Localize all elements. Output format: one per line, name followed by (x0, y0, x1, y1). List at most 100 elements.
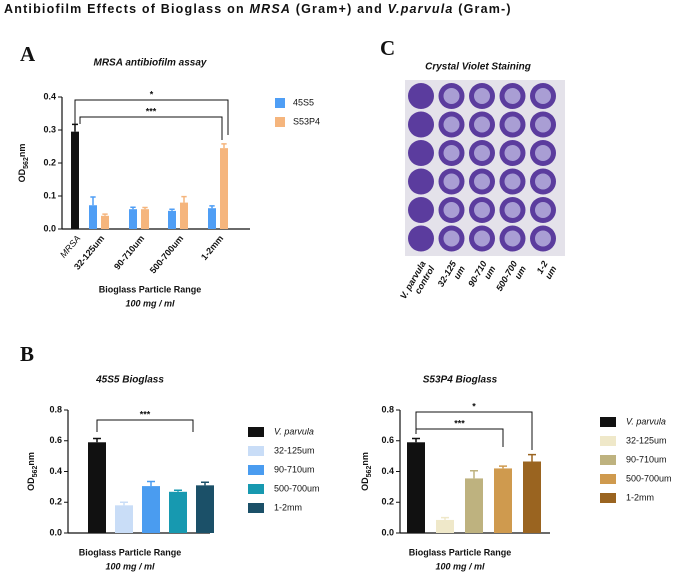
well-center (535, 88, 551, 104)
well-center (474, 173, 490, 190)
title-part: V.parvula (388, 2, 454, 16)
y-tick-label: 0.8 (381, 404, 394, 414)
x-axis-note: 100 mg / ml (125, 298, 175, 308)
error-bar (130, 206, 136, 210)
title-part: MRSA (249, 2, 291, 16)
error-bar (181, 195, 187, 203)
well-center (443, 230, 460, 247)
bar (494, 468, 512, 533)
significance-bracket (74, 99, 229, 135)
well-center (474, 145, 490, 161)
error-bar (499, 465, 507, 469)
legend-label: 1-2mm (626, 492, 654, 502)
significance-bracket (96, 419, 194, 432)
well-center (504, 145, 521, 161)
well-center (474, 202, 490, 218)
x-axis-note: 100 mg / ml (435, 561, 485, 571)
x-tick-label: 90-710um (112, 233, 146, 271)
well-center (443, 145, 460, 161)
x-tick-label: 1-2mm (199, 233, 225, 262)
well-center (504, 202, 521, 218)
error-bar (470, 469, 478, 479)
legend-label: 1-2mm (274, 502, 302, 512)
error-bar (147, 480, 155, 487)
legend-swatch (600, 417, 616, 427)
error-bar (174, 489, 182, 492)
legend-label: 32-125um (626, 435, 667, 445)
panel-label: B (20, 342, 34, 366)
well-plate (408, 83, 556, 252)
x-tick-label: 500-700um (148, 233, 186, 275)
well (408, 140, 434, 166)
chart-title: 45S5 Bioglass (95, 375, 164, 386)
well-center (443, 173, 460, 190)
error-bar (90, 196, 96, 206)
legend-label: S53P4 (293, 116, 320, 126)
column-label: 500-700um (494, 259, 528, 293)
well-center (535, 116, 551, 133)
significance-label: *** (146, 106, 157, 116)
column-label: 1-2um (535, 259, 559, 281)
well (408, 168, 434, 195)
legend-swatch (248, 484, 264, 494)
y-tick-label: 0.0 (43, 223, 56, 233)
significance-label: *** (140, 409, 151, 419)
error-bar (201, 481, 209, 486)
panel-label: A (20, 42, 36, 66)
title-part: (Gram+) and (291, 2, 388, 16)
well-center (474, 116, 490, 133)
x-axis-note: 100 mg / ml (105, 561, 155, 571)
well (408, 83, 434, 109)
legend-swatch (248, 503, 264, 513)
legend-swatch (600, 493, 616, 503)
legend-label: V. parvula (274, 426, 314, 436)
legend-swatch (600, 436, 616, 446)
legend-label: 500-700um (274, 483, 320, 493)
x-axis-label: Bioglass Particle Range (409, 547, 512, 557)
bar (407, 442, 425, 533)
legend-swatch (248, 446, 264, 456)
error-bar (209, 205, 215, 209)
bar (101, 215, 109, 229)
y-label-unit: nm (360, 452, 370, 466)
well-center (474, 230, 490, 247)
bar (89, 205, 97, 229)
error-bar (169, 208, 175, 211)
bar (168, 210, 176, 229)
y-tick-label: 0.4 (49, 466, 62, 476)
legend-label: 90-710um (274, 464, 315, 474)
legend-swatch (600, 455, 616, 465)
y-axis-label: OD562nm (360, 452, 372, 491)
well-center (504, 173, 521, 190)
bar (169, 491, 187, 533)
well-center (504, 116, 521, 133)
y-tick-label: 0.6 (381, 435, 394, 445)
significance-label: *** (454, 418, 465, 428)
bar (88, 442, 106, 533)
significance-bracket (415, 428, 504, 447)
legend-label: 90-710um (626, 454, 667, 464)
y-axis-label: OD562nm (26, 452, 38, 491)
legend-swatch (275, 117, 285, 127)
bar (465, 478, 483, 533)
legend-label: V. parvula (626, 416, 666, 426)
legend-label: 45S5 (293, 97, 314, 107)
error-bar (221, 143, 227, 149)
y-label-main: OD (17, 168, 27, 182)
bar (129, 209, 137, 229)
significance-label: * (472, 401, 476, 411)
well (408, 111, 434, 138)
bar (208, 208, 216, 229)
bar (115, 505, 133, 533)
bar (436, 519, 454, 533)
legend-label: 32-125um (274, 445, 315, 455)
y-tick-label: 0.2 (49, 497, 62, 507)
y-tick-label: 0.1 (43, 190, 56, 200)
y-tick-label: 0.4 (381, 466, 394, 476)
y-tick-label: 0.3 (43, 124, 56, 134)
significance-label: * (150, 89, 154, 99)
y-tick-label: 0.4 (43, 91, 56, 101)
bar (71, 131, 79, 229)
